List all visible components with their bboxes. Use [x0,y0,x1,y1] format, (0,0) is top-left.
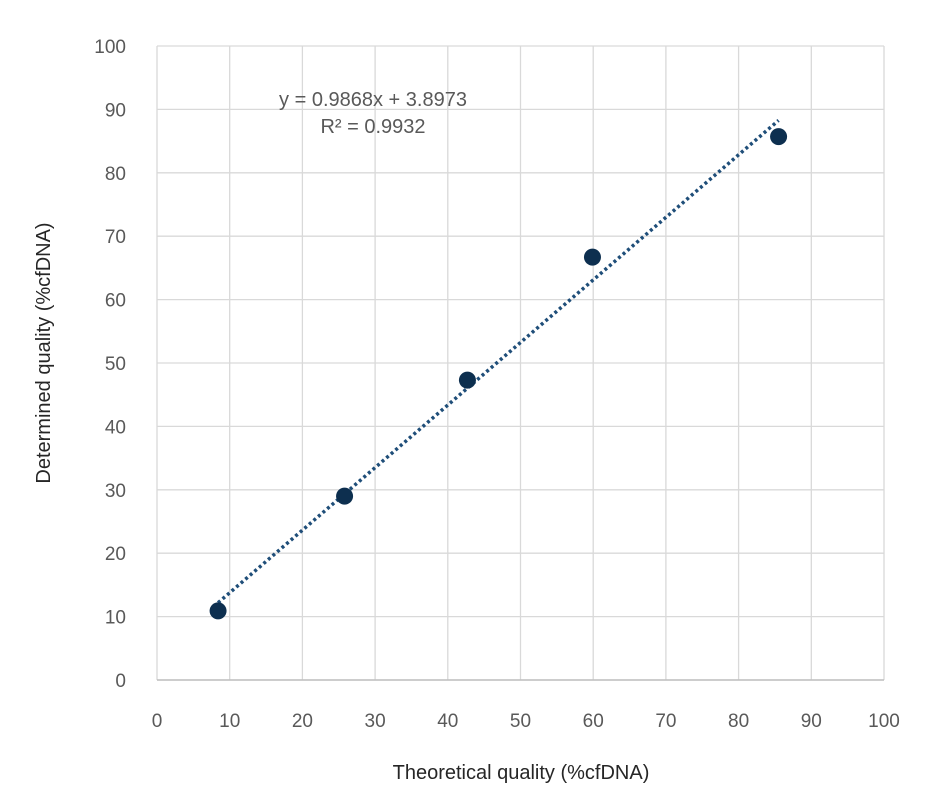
x-axis-title: Theoretical quality (%cfDNA) [393,762,650,784]
trendline-r-squared: R² = 0.9932 [320,116,425,138]
y-tick-label: 80 [105,164,126,185]
x-tick-label: 90 [801,711,822,732]
y-tick-label: 30 [105,481,126,502]
y-tick-label: 90 [105,100,126,121]
y-tick-label: 0 [115,671,126,692]
x-tick-label: 10 [219,711,240,732]
x-tick-label: 80 [728,711,749,732]
x-tick-label: 60 [583,711,604,732]
y-axis-ticks: 0 10 20 30 40 50 60 70 80 90 100 [94,37,126,692]
data-points [209,128,788,620]
y-tick-label: 70 [105,227,126,248]
grid-lines [156,45,885,681]
x-tick-label: 100 [868,711,900,732]
trendline-equation: y = 0.9868x + 3.8973 [279,89,467,111]
y-tick-label: 20 [105,544,126,565]
x-tick-label: 70 [655,711,676,732]
y-tick-label: 40 [105,417,126,438]
x-axis-ticks: 0 10 20 30 40 50 60 70 80 90 100 [152,711,900,732]
x-tick-label: 50 [510,711,531,732]
y-axis-title: Determined quality (%cfDNA) [33,222,55,483]
data-point [770,128,788,146]
y-tick-label: 50 [105,354,126,375]
x-tick-label: 20 [292,711,313,732]
data-point [336,487,354,505]
y-tick-label: 10 [105,608,126,629]
data-point [583,248,601,266]
data-point [209,602,227,620]
y-tick-label: 60 [105,291,126,312]
y-tick-label: 100 [94,37,126,58]
x-tick-label: 30 [365,711,386,732]
x-tick-label: 0 [152,711,163,732]
data-point [458,371,476,389]
x-tick-label: 40 [437,711,458,732]
